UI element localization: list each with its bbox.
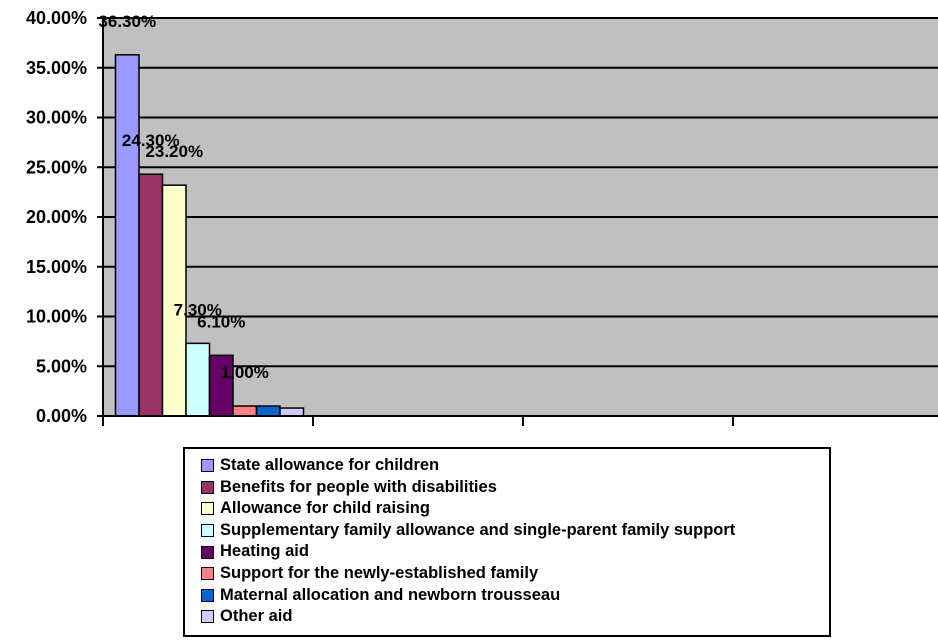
legend: State allowance for children Benefits for… — [183, 447, 831, 637]
bar — [185, 342, 211, 417]
data-label: 7.30% — [174, 300, 222, 319]
legend-swatch — [201, 588, 214, 602]
bar — [279, 407, 305, 417]
legend-label: Support for the newly-established family — [220, 563, 539, 582]
y-tick-label: 40.00% — [26, 8, 87, 28]
legend-swatch — [201, 502, 214, 516]
y-tick-label: 10.00% — [26, 307, 87, 327]
legend-swatch — [201, 459, 214, 473]
legend-swatch — [201, 567, 214, 581]
legend-item: Heating aid — [201, 541, 829, 563]
y-tick-labels: 0.00% 5.00% 10.00% 15.00% 20.00% 25.00% 30.00%… — [26, 8, 87, 426]
y-tick-label: 35.00% — [26, 58, 87, 78]
y-tick-label: 15.00% — [26, 257, 87, 277]
bar — [255, 405, 281, 417]
legend-item: Maternal allocation and newborn troussea… — [201, 585, 829, 607]
legend-item: Benefits for people with disabilities — [201, 477, 829, 499]
legend-label: State allowance for children — [220, 456, 440, 474]
legend-swatch — [201, 610, 214, 624]
legend-label: Maternal allocation and newborn troussea… — [220, 585, 561, 604]
bar — [114, 54, 140, 417]
legend-item: Other aid — [201, 606, 829, 628]
legend-item: State allowance for children — [201, 455, 829, 477]
legend-swatch — [201, 480, 214, 494]
axes — [102, 18, 938, 426]
data-label: 24.30% — [122, 131, 180, 150]
bar — [138, 173, 164, 417]
data-labels: 36.30% 24.30%23.20% 7.30%6.10% 1.00% — [98, 12, 268, 382]
y-tick-label: 25.00% — [26, 157, 87, 177]
gridlines — [97, 17, 938, 417]
legend-swatch — [201, 545, 214, 559]
data-label: 6.10% — [197, 312, 245, 331]
legend-label: Benefits for people with disabilities — [220, 477, 497, 496]
legend-swatch — [201, 524, 214, 538]
legend-label: Supplementary family allowance and singl… — [220, 520, 736, 539]
data-label: 36.30% — [98, 12, 156, 31]
legend-label: Allowance for child raising — [220, 499, 430, 518]
data-label: 23.20% — [145, 142, 203, 161]
bar-chart: 0.00% 5.00% 10.00% 15.00% 20.00% 25.00% 30.00%… — [26, 8, 938, 426]
legend-item: Supplementary family allowance and singl… — [201, 520, 829, 542]
legend-label: Heating aid — [220, 542, 309, 561]
y-tick-label: 5.00% — [36, 356, 87, 376]
legend-label: Other aid — [220, 607, 293, 626]
y-tick-label: 30.00% — [26, 108, 87, 128]
bar — [232, 405, 258, 417]
data-label: 1.00% — [221, 363, 269, 382]
y-tick-label: 20.00% — [26, 207, 87, 227]
legend-item: Support for the newly-established family — [201, 563, 829, 585]
legend-item: Allowance for child raising — [201, 498, 829, 520]
y-tick-label: 0.00% — [36, 406, 87, 426]
